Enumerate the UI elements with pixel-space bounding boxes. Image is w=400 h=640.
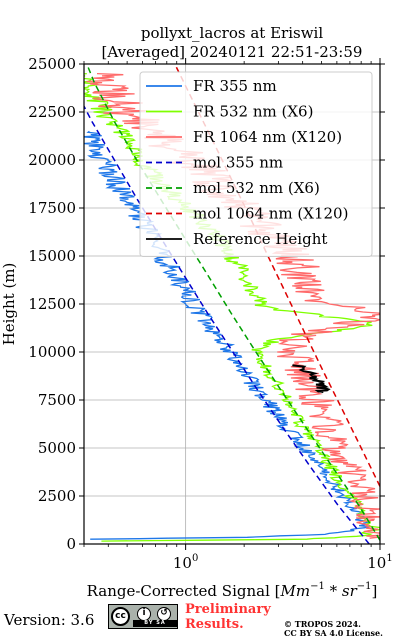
- preliminary-notice: Preliminary Results.: [185, 602, 271, 632]
- y-tick-label: 25000: [28, 55, 76, 73]
- series-line-mol-355-nm: [84, 105, 370, 544]
- legend-label: mol 1064 nm (X120): [193, 205, 348, 223]
- cc-strip: BY SA: [133, 620, 177, 627]
- legend-label: mol 532 nm (X6): [193, 179, 320, 197]
- legend-label: Reference Height: [193, 230, 327, 248]
- sa-icon: ↺: [157, 607, 171, 621]
- chart-title-line2: [Averaged] 20240121 22:51-23:59: [102, 43, 363, 61]
- legend-label: FR 1064 nm (X120): [193, 128, 342, 146]
- cc-icon: cc: [111, 607, 130, 626]
- x-tick-label: 101: [367, 553, 392, 572]
- series-line-reference-height: [292, 364, 331, 394]
- by-icon: i: [137, 607, 151, 621]
- x-tick-label: 100: [173, 553, 198, 572]
- y-tick-label: 0: [66, 535, 76, 553]
- legend-box: [139, 71, 373, 257]
- axis-ticks: 0 2500 5000 7500 10000 12500 15000 17500 20000 22…: [28, 55, 392, 572]
- y-tick-label: 10000: [28, 343, 76, 361]
- cc-license-badge: cc i ↺ BY SA: [108, 604, 178, 629]
- chart: pollyxt_lacros at Eriswil [Averaged] 202…: [0, 24, 393, 600]
- x-axis-label: Range-Corrected Signal [Mm−1 * sr−1]: [87, 581, 378, 600]
- copyright-notice: © TROPOS 2024. CC BY SA 4.0 License.: [284, 619, 383, 638]
- legend-label: FR 355 nm: [193, 77, 277, 95]
- y-tick-label: 20000: [28, 151, 76, 169]
- y-tick-label: 17500: [28, 199, 76, 217]
- series-line-mol-532-nm-x6: [86, 64, 380, 541]
- legend-label: FR 532 nm (X6): [193, 103, 313, 121]
- y-tick-label: 2500: [38, 487, 76, 505]
- y-tick-label: 7500: [38, 391, 76, 409]
- version-label: Version: 3.6: [4, 611, 95, 629]
- chart-title-line1: pollyxt_lacros at Eriswil: [141, 24, 323, 42]
- y-tick-label: 22500: [28, 103, 76, 121]
- y-tick-label: 15000: [28, 247, 76, 265]
- y-tick-label: 5000: [38, 439, 76, 457]
- y-axis-label: Height (m): [0, 263, 18, 346]
- y-tick-label: 12500: [28, 295, 76, 313]
- legend-label: mol 355 nm: [193, 154, 283, 172]
- series-line-fr-355-nm: [84, 130, 371, 540]
- legend: FR 355 nm FR 532 nm (X6) FR 1064 nm (X120)…: [139, 71, 373, 257]
